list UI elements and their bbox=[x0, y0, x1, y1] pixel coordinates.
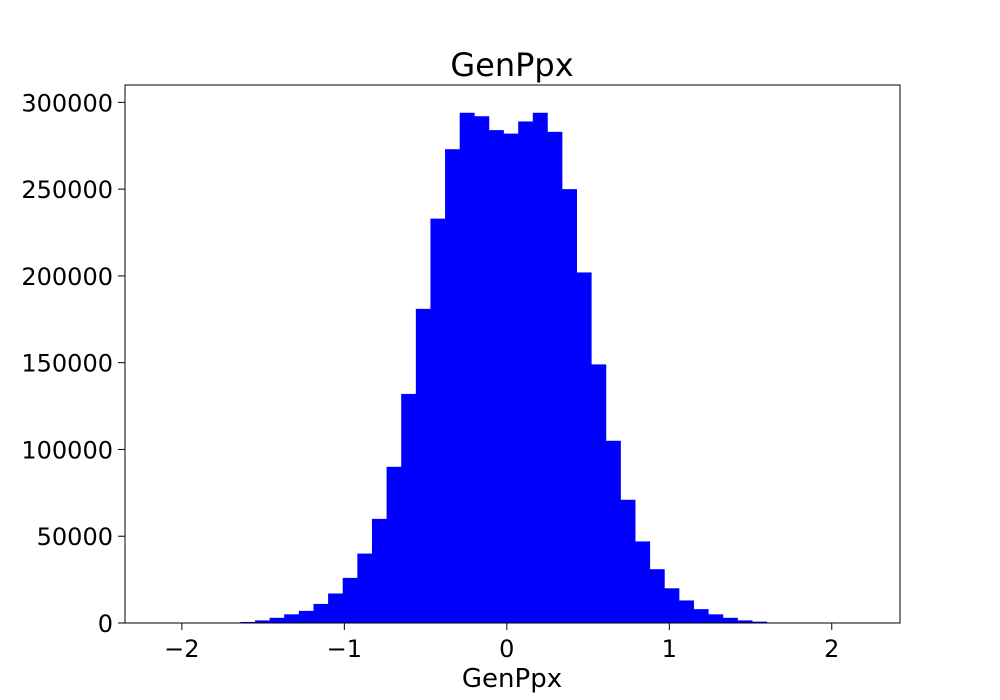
histogram-bar bbox=[342, 577, 358, 623]
histogram-bar bbox=[752, 621, 768, 623]
histogram-bar bbox=[737, 620, 753, 623]
histogram-bar bbox=[503, 133, 519, 623]
x-axis-label: GenPpx bbox=[462, 664, 562, 694]
histogram-bar bbox=[620, 499, 636, 623]
histogram-bar bbox=[591, 364, 607, 623]
y-tick-label: 200000 bbox=[21, 263, 113, 291]
histogram-bar bbox=[693, 609, 709, 623]
x-axis-ticks: −2 −1 0 1 2 bbox=[164, 623, 839, 663]
x-tick-label: 2 bbox=[824, 635, 839, 663]
x-tick-label: 1 bbox=[662, 635, 677, 663]
y-axis-ticks: 0 50000 100000 150000 200000 250000 300000 bbox=[21, 89, 125, 638]
plot-frame bbox=[124, 84, 901, 624]
histogram-bar bbox=[532, 112, 548, 624]
histogram-bar bbox=[474, 116, 490, 623]
histogram-bar bbox=[445, 149, 460, 624]
histogram-bar bbox=[649, 569, 665, 623]
histogram-bar bbox=[722, 617, 738, 623]
histogram-bar bbox=[708, 614, 724, 623]
histogram-bar bbox=[664, 588, 680, 623]
histogram-bar bbox=[415, 308, 431, 623]
histogram-bar bbox=[576, 272, 592, 623]
histogram-bar bbox=[635, 541, 651, 623]
histogram-bar bbox=[547, 131, 563, 623]
histogram-bars bbox=[211, 112, 826, 624]
chart-title: GenPpx bbox=[450, 46, 573, 84]
histogram-bar bbox=[284, 614, 300, 623]
histogram-bar bbox=[401, 393, 417, 623]
x-tick-label: −2 bbox=[164, 635, 199, 663]
histogram-bar bbox=[269, 617, 285, 623]
histogram-bar bbox=[386, 466, 402, 623]
y-tick-label: 250000 bbox=[21, 176, 113, 204]
y-tick-label: 50000 bbox=[37, 523, 113, 551]
histogram-bar bbox=[371, 518, 387, 623]
y-tick-label: 0 bbox=[98, 610, 113, 638]
histogram-bar bbox=[605, 440, 621, 623]
x-tick-label: 0 bbox=[499, 635, 514, 663]
histogram-bar bbox=[459, 112, 475, 624]
y-tick-label: 300000 bbox=[21, 89, 113, 117]
x-tick-label: −1 bbox=[327, 635, 362, 663]
histogram-bar bbox=[254, 620, 270, 623]
y-tick-label: 150000 bbox=[21, 350, 113, 378]
histogram-bar bbox=[313, 603, 329, 623]
histogram-bar bbox=[357, 553, 373, 623]
histogram-bar bbox=[562, 189, 577, 623]
histogram-bar bbox=[328, 593, 344, 623]
histogram-bar bbox=[430, 218, 446, 623]
histogram-bar bbox=[679, 600, 694, 623]
y-tick-label: 100000 bbox=[21, 436, 113, 464]
histogram-bar bbox=[240, 621, 256, 623]
histogram-bar bbox=[518, 121, 534, 623]
histogram-bar bbox=[298, 610, 314, 623]
histogram-bar bbox=[488, 130, 504, 624]
